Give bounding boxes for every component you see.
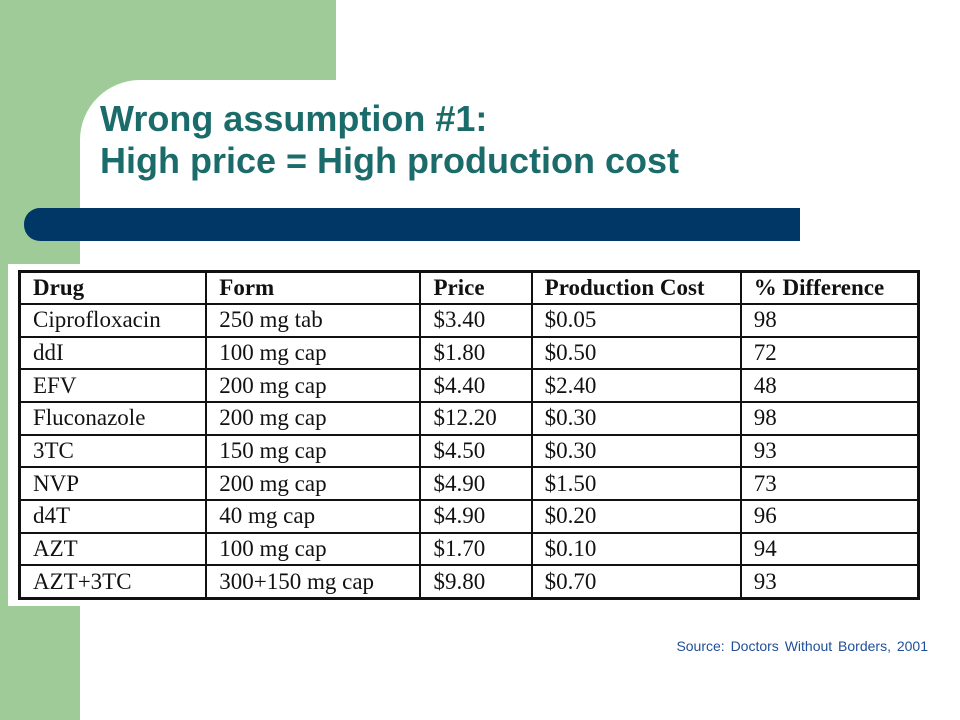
corner-curve [80,80,140,140]
cell-percent-difference: 96 [739,498,920,534]
cell-price: $3.40 [419,303,533,338]
cell-form: 100 mg cap [205,531,422,567]
table-row: Fluconazole 200 mg cap $12.20 $0.30 98 [18,400,920,436]
header-drug: Drug [18,270,208,305]
slide-title: Wrong assumption #1: High price = High p… [100,98,679,182]
cell-percent-difference: 98 [739,400,920,436]
table-row: EFV 200 mg cap $4.40 $2.40 48 [18,368,920,403]
cell-price: $4.50 [419,433,533,469]
cell-price: $1.70 [419,531,533,567]
cell-form: 300+150 mg cap [205,564,422,600]
cell-percent-difference: 73 [739,466,920,501]
cell-drug: EFV [18,368,208,403]
title-line-1: Wrong assumption #1: [100,98,488,139]
table-row: 3TC 150 mg cap $4.50 $0.30 93 [18,433,920,469]
cell-form: 150 mg cap [205,433,422,469]
table-row: AZT+3TC 300+150 mg cap $9.80 $0.70 93 [18,564,920,600]
cell-price: $1.80 [419,335,533,371]
table-row: AZT 100 mg cap $1.70 $0.10 94 [18,531,920,567]
table-image-frame: Drug Form Price Production Cost % Differ… [8,264,930,606]
source-citation: Source: Doctors Without Borders, 2001 [676,638,928,654]
cell-drug: NVP [18,466,208,501]
drug-price-table: Drug Form Price Production Cost % Differ… [18,270,920,600]
cell-price: $12.20 [419,400,533,436]
cell-form: 100 mg cap [205,335,422,371]
header-form: Form [205,270,422,305]
cell-price: $4.90 [419,466,533,501]
cell-production-cost: $0.05 [530,303,742,338]
cell-drug: Ciprofloxacin [18,303,208,338]
cell-form: 200 mg cap [205,400,422,436]
table-row: ddI 100 mg cap $1.80 $0.50 72 [18,335,920,371]
cell-price: $4.40 [419,368,533,403]
cell-production-cost: $2.40 [530,368,742,403]
cell-drug: ddI [18,335,208,371]
cell-percent-difference: 98 [739,303,920,338]
cell-drug: Fluconazole [18,400,208,436]
cell-price: $4.90 [419,498,533,534]
cell-drug: AZT [18,531,208,567]
header-production-cost: Production Cost [530,270,742,305]
table-row: Ciprofloxacin 250 mg tab $3.40 $0.05 98 [18,303,920,338]
title-divider-bar [24,208,800,241]
header-price: Price [419,270,533,305]
cell-production-cost: $0.50 [530,335,742,371]
cell-drug: 3TC [18,433,208,469]
cell-production-cost: $0.10 [530,531,742,567]
cell-production-cost: $0.70 [530,564,742,600]
title-line-2: High price = High production cost [100,140,680,181]
cell-percent-difference: 93 [739,564,920,600]
table-row: d4T 40 mg cap $4.90 $0.20 96 [18,498,920,534]
cell-percent-difference: 93 [739,433,920,469]
cell-form: 40 mg cap [205,498,422,534]
cell-production-cost: $1.50 [530,466,742,501]
header-percent-difference: % Difference [739,270,920,305]
cell-drug: d4T [18,498,208,534]
cell-form: 200 mg cap [205,466,422,501]
cell-drug: AZT+3TC [18,564,208,600]
cell-form: 250 mg tab [205,303,422,338]
table-header-row: Drug Form Price Production Cost % Differ… [18,270,920,305]
top-green-band [0,0,336,80]
table-row: NVP 200 mg cap $4.90 $1.50 73 [18,466,920,501]
cell-percent-difference: 72 [739,335,920,371]
cell-percent-difference: 94 [739,531,920,567]
cell-production-cost: $0.20 [530,498,742,534]
cell-price: $9.80 [419,564,533,600]
cell-form: 200 mg cap [205,368,422,403]
cell-production-cost: $0.30 [530,400,742,436]
cell-production-cost: $0.30 [530,433,742,469]
cell-percent-difference: 48 [739,368,920,403]
